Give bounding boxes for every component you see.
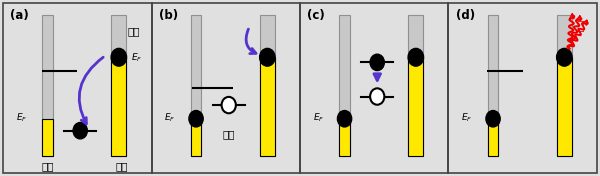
Circle shape: [73, 122, 88, 139]
Bar: [191, 15, 201, 156]
Bar: [409, 57, 423, 156]
Bar: [488, 15, 498, 156]
Bar: [43, 15, 53, 156]
Text: $E_F$: $E_F$: [461, 112, 473, 124]
Bar: [260, 57, 275, 156]
Bar: [112, 15, 126, 156]
Text: 基板: 基板: [116, 162, 128, 172]
Bar: [488, 119, 498, 156]
Text: $E_F$: $E_F$: [131, 51, 142, 64]
Circle shape: [111, 48, 127, 66]
Text: (a): (a): [10, 10, 29, 23]
Circle shape: [486, 111, 500, 127]
Text: 電子: 電子: [128, 27, 140, 37]
Bar: [557, 15, 572, 156]
Bar: [409, 15, 423, 156]
Text: (c): (c): [307, 10, 325, 23]
Circle shape: [337, 111, 352, 127]
Text: (d): (d): [456, 10, 475, 23]
Text: (b): (b): [159, 10, 178, 23]
Bar: [557, 57, 572, 156]
Text: 探针: 探针: [41, 162, 54, 172]
Circle shape: [408, 48, 424, 66]
Text: 正孔: 正孔: [223, 129, 235, 139]
Circle shape: [189, 111, 203, 127]
Circle shape: [370, 54, 385, 71]
Circle shape: [260, 48, 275, 66]
Text: $E_F$: $E_F$: [164, 112, 176, 124]
Bar: [191, 119, 201, 156]
Text: $E_F$: $E_F$: [313, 112, 324, 124]
Bar: [112, 57, 126, 156]
Text: $E_F$: $E_F$: [16, 112, 27, 124]
Circle shape: [557, 48, 572, 66]
Bar: [340, 119, 350, 156]
Bar: [260, 15, 275, 156]
Bar: [340, 15, 350, 156]
Circle shape: [221, 97, 236, 113]
Circle shape: [370, 88, 385, 105]
Text: 光: 光: [576, 20, 584, 33]
Bar: [43, 119, 53, 156]
